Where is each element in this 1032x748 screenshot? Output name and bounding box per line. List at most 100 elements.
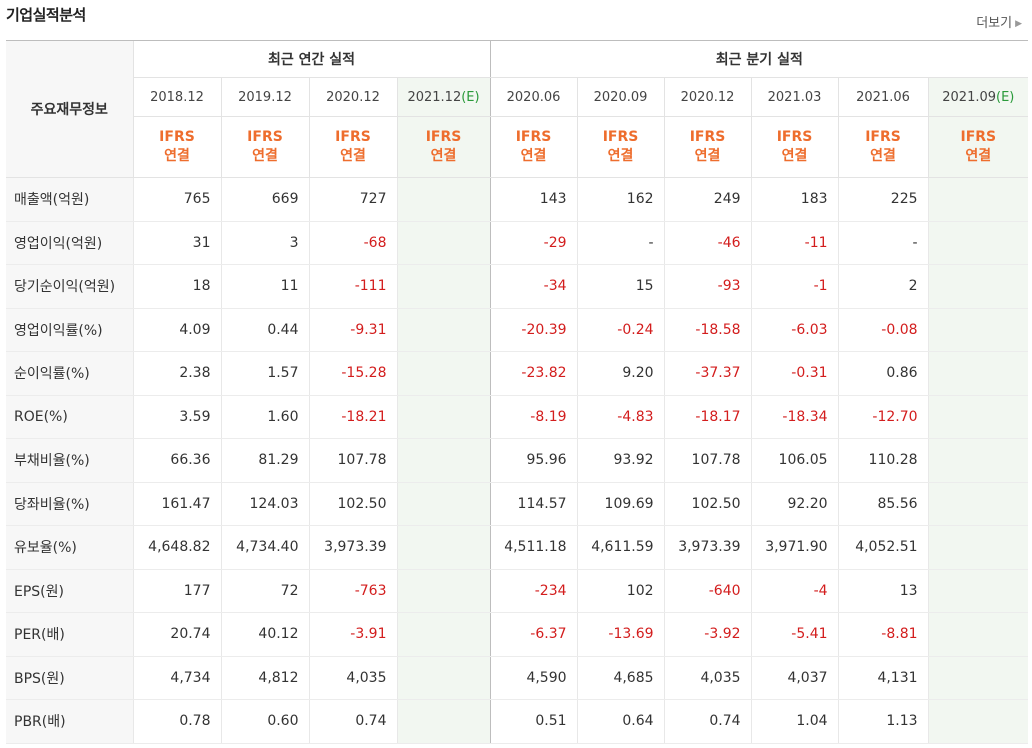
table-cell: 162	[576, 177, 665, 222]
table-cell: -4.83	[576, 395, 665, 439]
period-header: 2020.06	[489, 77, 578, 117]
table-row: 당기순이익(억원) 18 11 -111 -34 15 -93 -1 2	[6, 264, 1029, 309]
period-header: 2018.12	[132, 77, 221, 117]
consolidated-label: 연결	[520, 148, 547, 164]
table-cell: 2.38	[132, 351, 221, 396]
ifrs-badge: IFRS 연결	[576, 116, 665, 178]
table-row: 매출액(억원) 765 669 727 143 162 249 183 225	[6, 177, 1029, 222]
table-cell: -5.41	[750, 612, 839, 657]
ifrs-badge: IFRS 연결	[308, 116, 397, 178]
table-cell: -763	[308, 568, 397, 613]
table-cell: 4,685	[576, 656, 665, 700]
table-cell: 4,052.51	[837, 525, 929, 570]
table-row: BPS(원) 4,734 4,812 4,035 4,590 4,685 4,035 4,03…	[6, 656, 1029, 700]
table-cell: -13.69	[576, 612, 665, 657]
more-label: 더보기	[976, 16, 1013, 31]
consolidated-label: 연결	[252, 148, 278, 164]
period-label: 2021.06	[856, 89, 910, 105]
table-cell: 4,734	[132, 656, 221, 700]
table-cell: 93.92	[576, 438, 665, 483]
period-label: 2021.03	[767, 89, 822, 105]
table-cell	[396, 568, 491, 613]
row-label: 매출액(억원)	[6, 177, 133, 222]
table-cell	[927, 177, 1029, 222]
table-cell: 4,812	[220, 656, 309, 700]
table-cell: 4,131	[837, 656, 929, 700]
table-cell: -37.37	[663, 351, 752, 396]
table-cell: 102.50	[663, 482, 752, 526]
table-cell: -0.31	[750, 351, 839, 396]
ifrs-badge: IFRS 연결	[220, 116, 309, 178]
table-cell: 107.78	[663, 438, 752, 483]
table-cell: 110.28	[837, 438, 929, 483]
table-cell: -29	[489, 221, 578, 265]
table-cell: 0.86	[837, 351, 929, 396]
table-corner-label: 주요재무정보	[6, 40, 133, 178]
table-cell: 66.36	[132, 438, 221, 483]
table-cell: 0.60	[220, 699, 309, 744]
table-cell: 15	[576, 264, 665, 309]
ifrs-badge: IFRS 연결	[663, 116, 752, 178]
table-cell	[396, 612, 491, 657]
period-header: 2020.09	[576, 77, 665, 117]
table-cell: -46	[663, 221, 752, 265]
table-cell	[927, 612, 1029, 657]
table-cell: 1.57	[220, 351, 309, 396]
table-cell: 225	[837, 177, 929, 222]
table-cell	[927, 221, 1029, 265]
more-link[interactable]: 더보기 ▶	[976, 12, 1022, 31]
ifrs-badge: IFRS 연결	[132, 116, 221, 178]
table-cell: -11	[750, 221, 839, 265]
period-label: 2020.12	[680, 89, 735, 105]
table-cell: 1.04	[750, 699, 839, 744]
table-row: ROE(%) 3.59 1.60 -18.21 -8.19 -4.83 -18.17 -18.…	[6, 395, 1029, 439]
period-label: 2020.12	[326, 89, 380, 105]
table-cell: -34	[489, 264, 578, 309]
table-cell: -234	[489, 568, 578, 613]
table-cell: 114.57	[489, 482, 578, 526]
table-cell: 31	[132, 221, 221, 265]
table-cell	[396, 264, 491, 309]
table-cell	[927, 264, 1029, 309]
consolidated-label: 연결	[965, 148, 992, 164]
ifrs-label: IFRS	[159, 129, 195, 145]
period-label: 2019.12	[238, 89, 292, 105]
table-cell	[927, 699, 1029, 744]
ifrs-badge: IFRS 연결	[396, 116, 491, 178]
ifrs-label: IFRS	[335, 129, 371, 145]
ifrs-label: IFRS	[602, 129, 639, 145]
table-cell	[396, 221, 491, 265]
table-cell: 102	[576, 568, 665, 613]
row-label: 당기순이익(억원)	[6, 264, 133, 309]
table-cell: -	[576, 221, 665, 265]
table-cell: 20.74	[132, 612, 221, 657]
table-row: 부채비율(%) 66.36 81.29 107.78 95.96 93.92 107.78 1…	[6, 438, 1029, 483]
row-label: BPS(원)	[6, 656, 133, 700]
table-cell: 4,590	[489, 656, 578, 700]
row-label: 당좌비율(%)	[6, 482, 133, 526]
table-cell: -3.92	[663, 612, 752, 657]
estimate-mark: (E)	[996, 89, 1015, 105]
row-label: ROE(%)	[6, 395, 133, 439]
table-row: PBR(배) 0.78 0.60 0.74 0.51 0.64 0.74 1.04 1.13	[6, 699, 1029, 744]
table-row: 영업이익률(%) 4.09 0.44 -9.31 -20.39 -0.24 -18.58 -6…	[6, 308, 1029, 352]
table-cell: -15.28	[308, 351, 397, 396]
table-row: 유보율(%) 4,648.82 4,734.40 3,973.39 4,511.18 4,…	[6, 525, 1029, 570]
period-header: 2021.03	[750, 77, 839, 117]
table-cell: -18.17	[663, 395, 752, 439]
table-cell: 1.60	[220, 395, 309, 439]
period-header: 2021.09(E)	[927, 77, 1029, 117]
row-label: PER(배)	[6, 612, 133, 657]
table-cell: 3,973.39	[663, 525, 752, 570]
table-cell: 0.64	[576, 699, 665, 744]
estimate-mark: (E)	[461, 89, 480, 105]
table-cell: 1.13	[837, 699, 929, 744]
table-cell: 0.78	[132, 699, 221, 744]
ifrs-label: IFRS	[960, 129, 997, 145]
table-cell: -9.31	[308, 308, 397, 352]
row-label: 영업이익(억원)	[6, 221, 133, 265]
table-cell: 106.05	[750, 438, 839, 483]
table-cell: -68	[308, 221, 397, 265]
table-cell: 4,037	[750, 656, 839, 700]
table-cell: 0.44	[220, 308, 309, 352]
